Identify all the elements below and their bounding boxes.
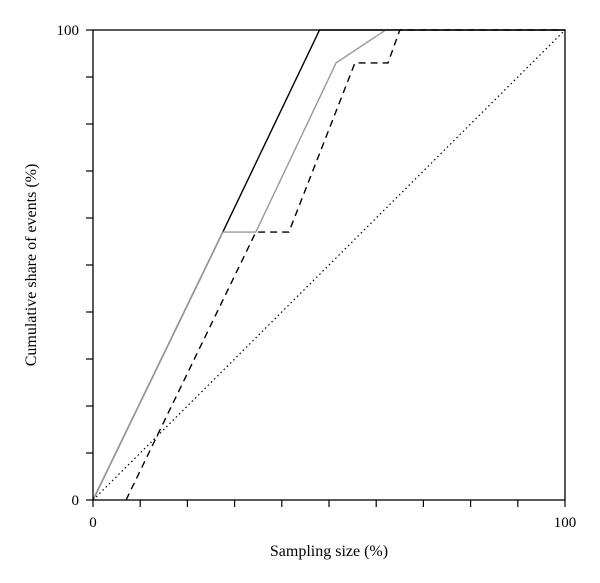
series-line-3-dashed: [125, 29, 565, 501]
chart-marks: [92, 29, 566, 501]
axis-tick-labels: 0 100 0 100: [57, 23, 577, 531]
x-axis-label: Sampling size (%): [270, 543, 388, 560]
y-tick-label-0: 0: [72, 493, 80, 509]
series-line-4-dotted: [92, 29, 566, 501]
x-tick-label-0: 0: [89, 515, 97, 531]
y-axis-label: Cumulative share of events (%): [23, 164, 40, 367]
x-tick-label-100: 100: [554, 515, 577, 531]
y-tick-label-100: 100: [57, 23, 80, 39]
axis-ticks: [86, 29, 566, 507]
